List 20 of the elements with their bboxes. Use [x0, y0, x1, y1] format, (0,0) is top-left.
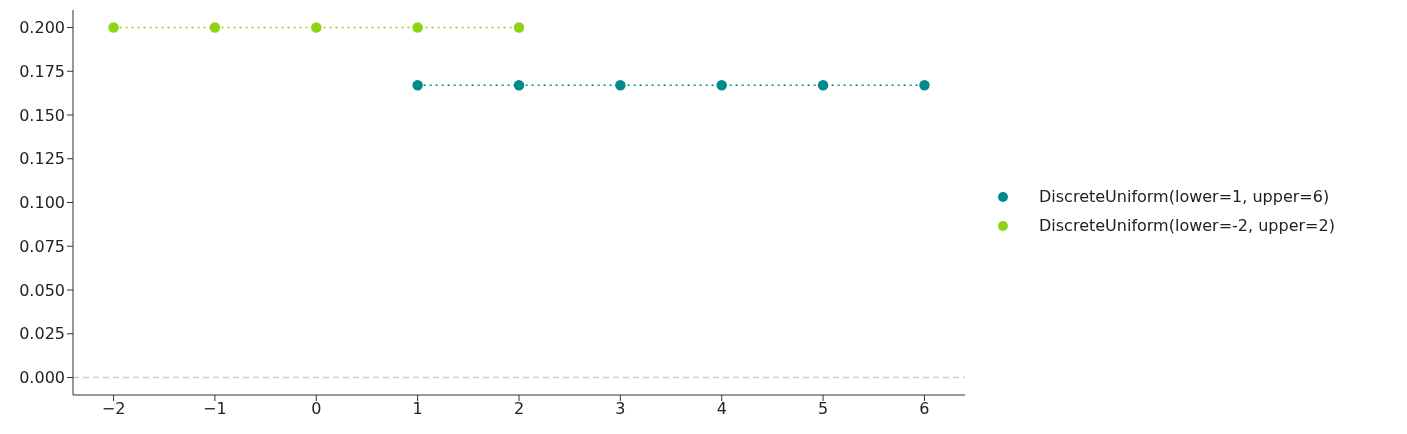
x-tick-label: 6 [919, 399, 930, 419]
legend-label: DiscreteUniform(lower=-2, upper=2) [1039, 216, 1335, 235]
x-tick-label: 0 [311, 399, 322, 419]
y-tick-label: 0.150 [19, 105, 65, 125]
y-tick-label: 0.075 [19, 236, 65, 256]
y-tick-label: 0.025 [19, 324, 65, 344]
x-tick-label: 2 [513, 399, 525, 419]
y-tick-label: 0.200 [19, 18, 65, 38]
legend-label: DiscreteUniform(lower=1, upper=6) [1039, 187, 1330, 206]
x-tick-label: 4 [716, 399, 727, 419]
x-tick-label: −2 [101, 399, 126, 419]
y-tick-label: 0.050 [19, 280, 65, 300]
x-tick-label: 5 [818, 399, 829, 419]
y-tick-label: 0.175 [19, 61, 65, 81]
y-tick-label: 0.100 [19, 193, 65, 213]
y-tick-label: 0.125 [19, 149, 65, 169]
x-tick-label: −1 [203, 399, 227, 419]
x-tick-label: 3 [615, 399, 626, 419]
y-tick-label: 0.000 [19, 368, 65, 388]
x-tick-label: 1 [412, 399, 423, 419]
